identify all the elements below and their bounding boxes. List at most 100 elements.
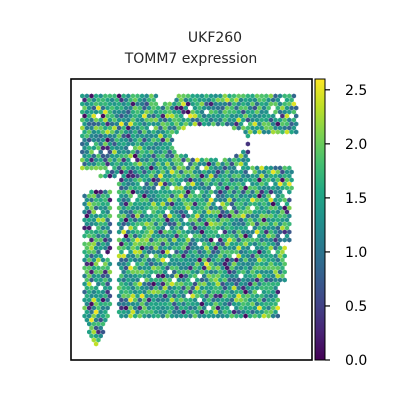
expression-spot <box>213 205 218 211</box>
expression-spot <box>241 245 246 251</box>
expression-spot <box>84 133 90 139</box>
expression-spot <box>282 269 287 275</box>
chart-title-line-2: TOMM7 expression <box>124 51 258 67</box>
expression-spot <box>245 237 251 243</box>
expression-spot <box>160 305 165 311</box>
expression-spot <box>236 181 241 187</box>
expression-spot <box>241 205 246 211</box>
expression-spot <box>197 201 202 207</box>
expression-spot <box>82 313 87 319</box>
expression-spot <box>220 257 225 263</box>
expression-spot <box>174 169 179 175</box>
expression-spot <box>268 197 274 203</box>
expression-spot <box>273 237 278 243</box>
expression-spot <box>123 217 129 223</box>
expression-spot <box>89 229 94 235</box>
expression-spot <box>234 161 239 167</box>
expression-spot <box>144 213 149 219</box>
expression-spot <box>195 245 200 251</box>
expression-spot <box>98 189 103 195</box>
expression-spot <box>80 93 85 99</box>
expression-spot <box>105 145 110 151</box>
expression-spot <box>146 281 152 287</box>
expression-spot <box>185 109 191 115</box>
expression-spot <box>144 101 149 107</box>
expression-spot <box>243 161 248 167</box>
expression-spot <box>139 285 145 291</box>
expression-spot <box>100 201 106 207</box>
expression-spot <box>284 169 290 175</box>
expression-spot <box>211 169 216 175</box>
expression-spot <box>179 233 184 239</box>
expression-spot <box>215 233 221 239</box>
expression-spot <box>238 161 244 167</box>
expression-spot <box>107 261 113 267</box>
expression-spot <box>144 93 149 99</box>
expression-spot <box>116 285 122 291</box>
expression-spot <box>225 121 230 127</box>
expression-spot <box>218 205 223 211</box>
expression-spot <box>202 177 207 183</box>
expression-spot <box>112 165 117 171</box>
expression-spot <box>185 165 191 171</box>
expression-spot <box>169 289 175 295</box>
expression-spot <box>183 249 188 255</box>
expression-spot <box>273 285 278 291</box>
expression-spot <box>248 305 253 311</box>
expression-spot <box>137 281 142 287</box>
expression-spot <box>248 177 253 183</box>
expression-spot <box>245 261 251 267</box>
expression-spot <box>126 157 131 163</box>
expression-spot <box>153 117 159 123</box>
expression-spot <box>82 289 87 295</box>
expression-spot <box>123 169 129 175</box>
expression-spot <box>264 213 269 219</box>
expression-spot <box>273 277 278 283</box>
expression-spot <box>252 185 257 191</box>
expression-spot <box>149 229 154 235</box>
expression-spot <box>87 97 92 103</box>
expression-spot <box>156 233 161 239</box>
expression-spot <box>220 297 225 303</box>
expression-spot <box>190 301 195 307</box>
expression-spot <box>287 213 292 219</box>
colorbar-tick-label: 0.0 <box>345 353 367 369</box>
expression-spot <box>123 273 129 279</box>
expression-spot <box>119 169 124 175</box>
expression-spot <box>98 157 103 163</box>
expression-spot <box>257 305 262 311</box>
expression-spot <box>261 177 267 183</box>
expression-spot <box>119 257 124 263</box>
expression-spot <box>96 241 101 247</box>
expression-spot <box>199 301 205 307</box>
expression-spot <box>176 165 182 171</box>
expression-spot <box>261 193 267 199</box>
expression-spot <box>250 309 255 315</box>
expression-spot <box>153 157 159 163</box>
expression-spot <box>261 297 267 303</box>
expression-spot <box>236 285 241 291</box>
expression-spot <box>93 333 99 339</box>
expression-spot <box>179 297 184 303</box>
expression-spot <box>128 289 133 295</box>
expression-spot <box>165 185 170 191</box>
expression-spot <box>169 313 175 319</box>
expression-spot <box>271 113 276 119</box>
expression-spot <box>93 301 99 307</box>
expression-spot <box>149 285 154 291</box>
expression-spot <box>130 309 136 315</box>
expression-spot <box>287 125 292 131</box>
expression-spot <box>190 189 195 195</box>
expression-spot <box>215 257 221 263</box>
expression-spot <box>169 281 175 287</box>
expression-spot <box>93 213 99 219</box>
expression-spot <box>142 185 147 191</box>
expression-spot <box>142 169 147 175</box>
expression-spot <box>208 189 214 195</box>
expression-spot <box>225 305 230 311</box>
expression-spot <box>199 181 205 187</box>
expression-spot <box>149 293 154 299</box>
expression-spot <box>149 93 154 99</box>
expression-spot <box>107 149 113 155</box>
expression-spot <box>130 101 136 107</box>
